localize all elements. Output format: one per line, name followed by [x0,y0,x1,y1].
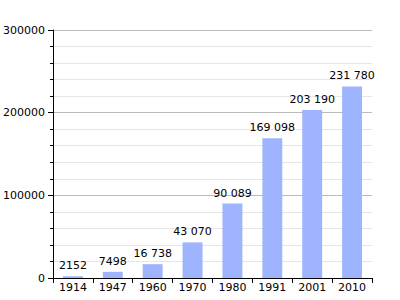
svg-text:90 089: 90 089 [213,187,252,200]
svg-text:2152: 2152 [59,259,87,272]
svg-text:1991: 1991 [258,281,286,294]
svg-text:16 738: 16 738 [133,247,172,260]
svg-text:1980: 1980 [218,281,246,294]
svg-text:169 098: 169 098 [250,121,296,134]
svg-text:203 190: 203 190 [289,93,335,106]
svg-text:43 070: 43 070 [173,225,212,238]
svg-text:100000: 100000 [3,189,45,202]
svg-text:2001: 2001 [298,281,326,294]
svg-text:0: 0 [38,272,45,285]
svg-text:300000: 300000 [3,24,45,37]
svg-text:1947: 1947 [99,281,127,294]
svg-text:1970: 1970 [179,281,207,294]
svg-text:1960: 1960 [139,281,167,294]
svg-text:2010: 2010 [338,281,366,294]
svg-text:7498: 7498 [99,255,127,268]
svg-text:231 780: 231 780 [329,69,375,82]
svg-text:200000: 200000 [3,106,45,119]
svg-text:1914: 1914 [59,281,87,294]
